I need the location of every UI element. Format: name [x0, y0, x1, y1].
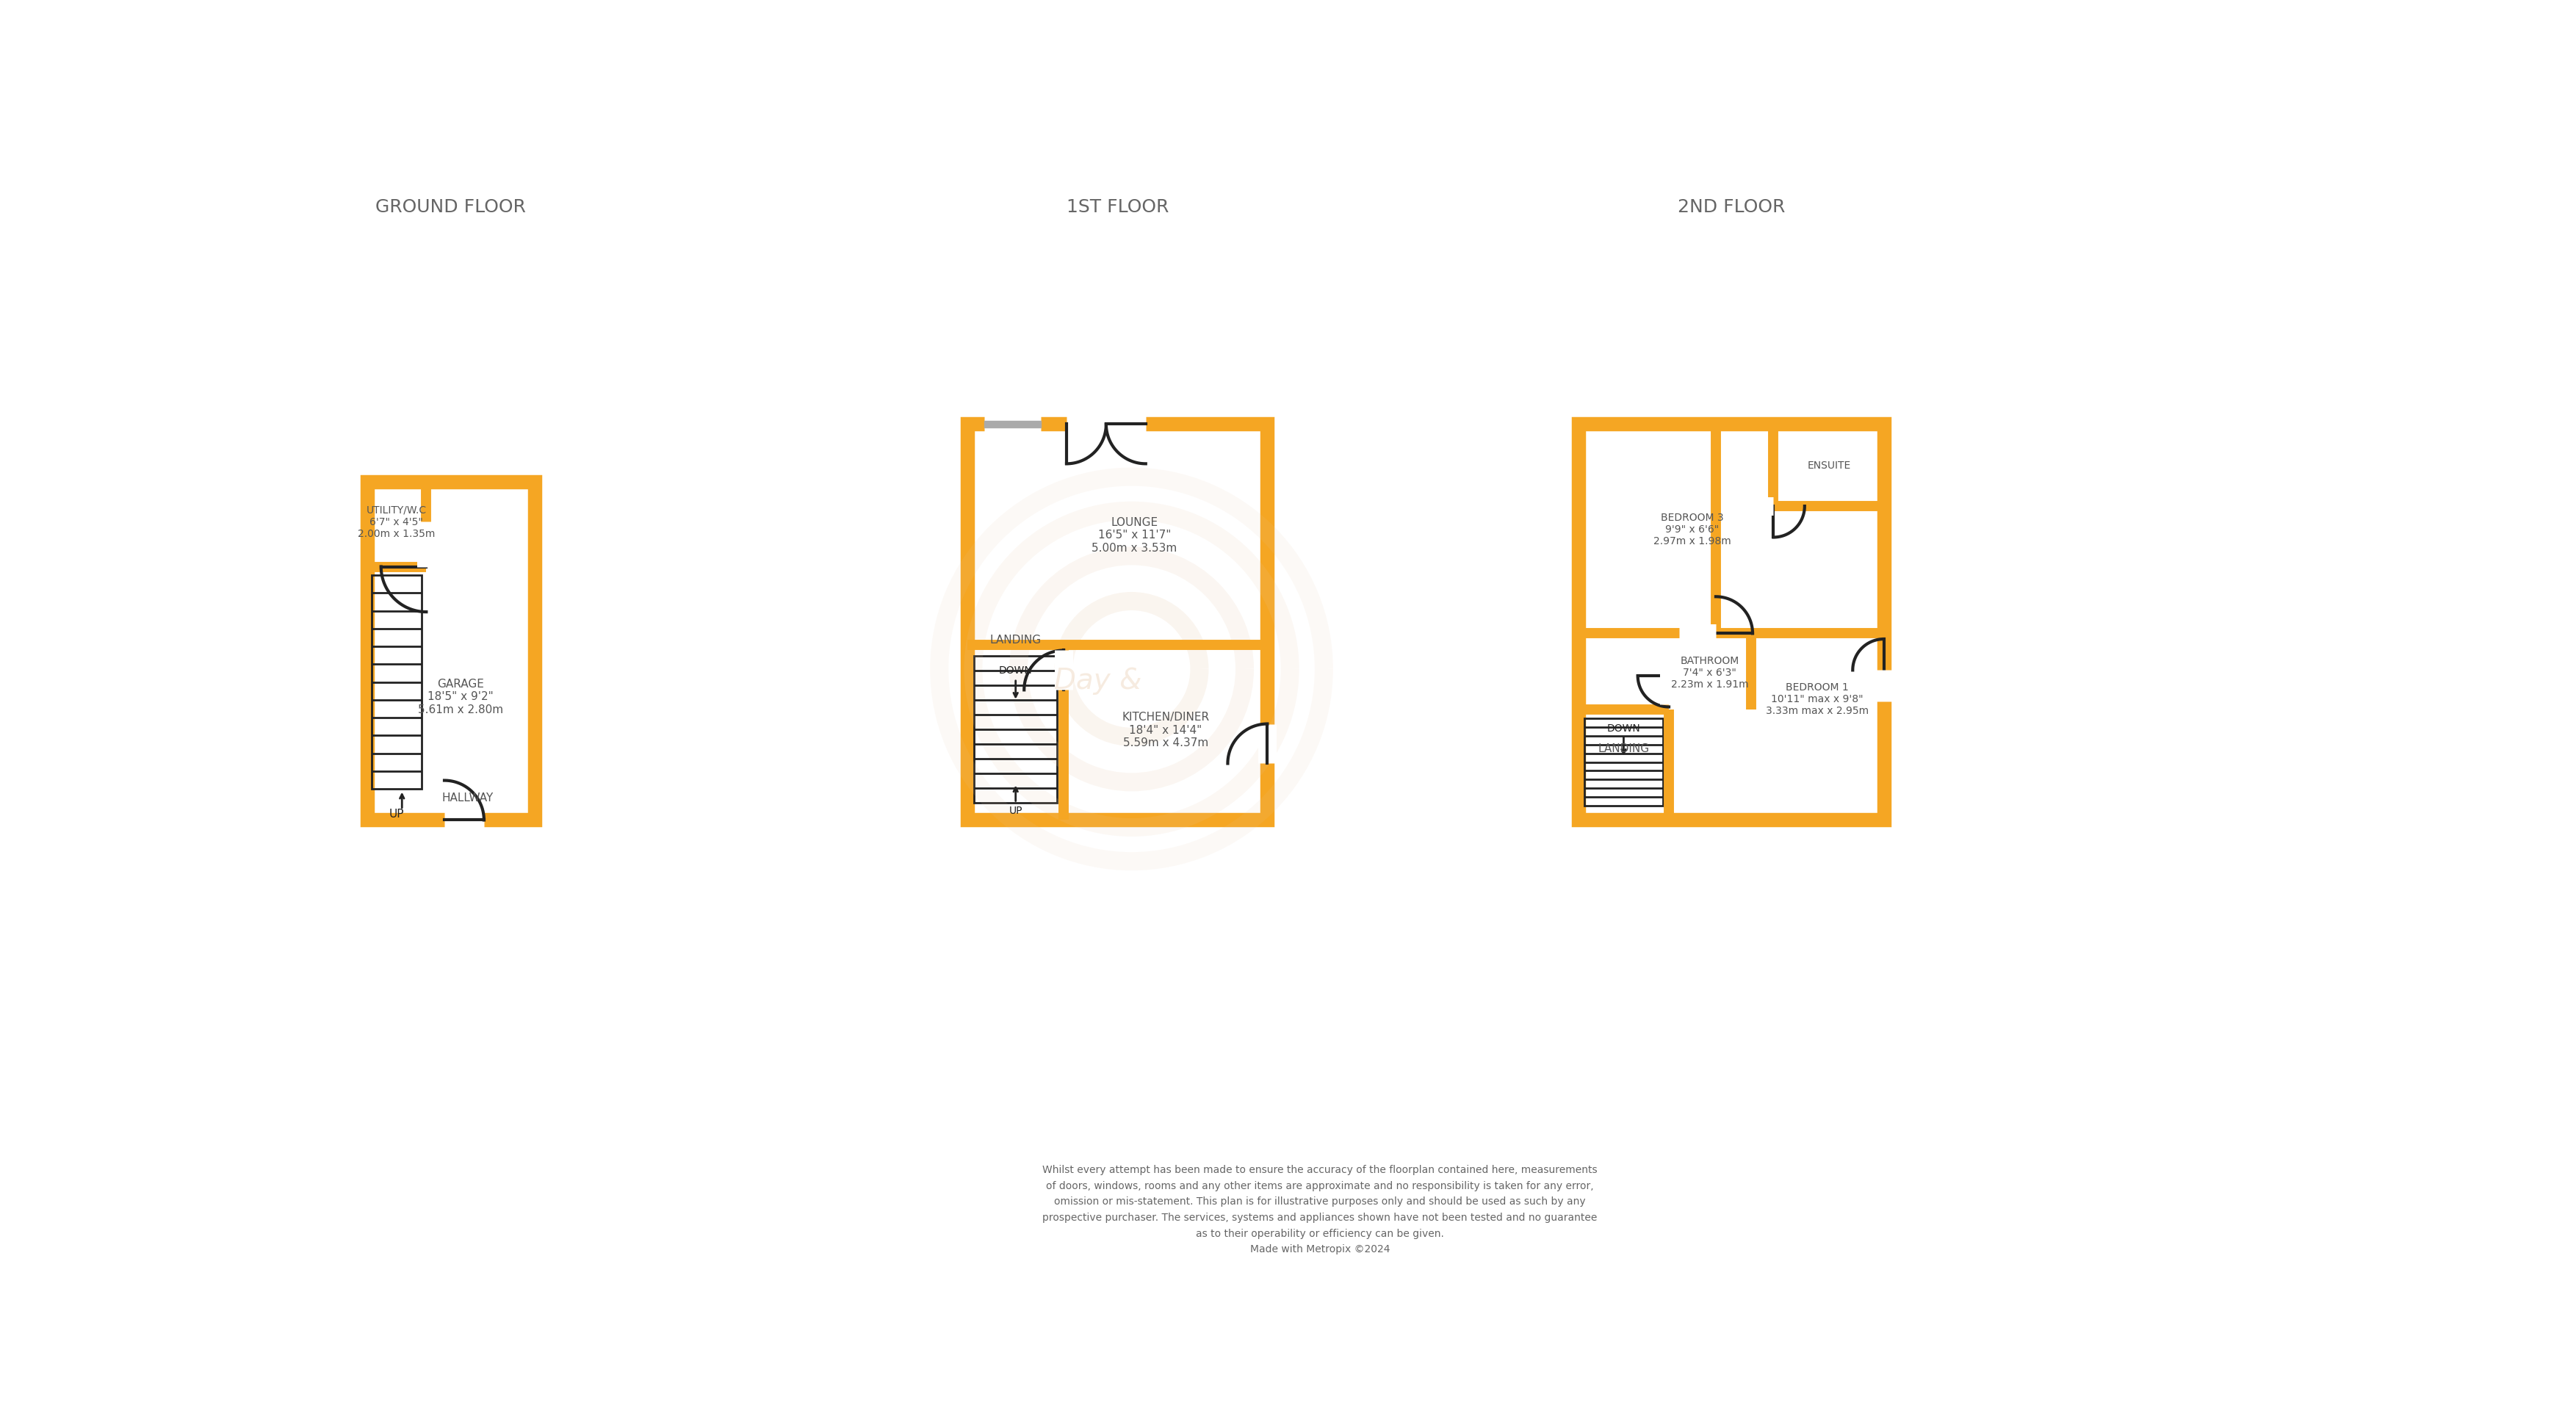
Text: BEDROOM 3
9'9" x 6'6"
2.97m x 1.98m: BEDROOM 3 9'9" x 6'6" 2.97m x 1.98m — [1654, 512, 1731, 546]
Bar — [969, 424, 1267, 820]
Text: Day &: Day & — [1054, 667, 1141, 695]
Text: Whilst every attempt has been made to ensure the accuracy of the floorplan conta: Whilst every attempt has been made to en… — [1043, 1164, 1597, 1254]
Text: BATHROOM
7'4" x 6'3"
2.23m x 1.91m: BATHROOM 7'4" x 6'3" 2.23m x 1.91m — [1672, 656, 1749, 690]
Text: 2ND FLOOR: 2ND FLOOR — [1677, 199, 1785, 216]
Bar — [1579, 424, 1883, 820]
Text: GROUND FLOOR: GROUND FLOOR — [376, 199, 526, 216]
Text: UP: UP — [1010, 805, 1023, 816]
Text: DOWN: DOWN — [999, 666, 1033, 675]
Text: UP: UP — [389, 807, 404, 819]
Text: HALLWAY: HALLWAY — [440, 792, 495, 803]
Text: 1ST FLOOR: 1ST FLOOR — [1066, 199, 1170, 216]
Text: LOUNGE
16'5" x 11'7"
5.00m x 3.53m: LOUNGE 16'5" x 11'7" 5.00m x 3.53m — [1092, 517, 1177, 553]
Text: LANDING: LANDING — [989, 634, 1041, 646]
Text: LANDING: LANDING — [1597, 744, 1649, 753]
Bar — [366, 482, 536, 820]
Bar — [974, 657, 1056, 803]
Text: DOWN: DOWN — [1607, 724, 1641, 734]
Text: UTILITY/W.C
6'7" x 4'5"
2.00m x 1.35m: UTILITY/W.C 6'7" x 4'5" 2.00m x 1.35m — [358, 505, 435, 539]
Bar — [371, 576, 422, 789]
Bar — [984, 421, 1041, 429]
Bar — [1584, 718, 1664, 806]
Text: GARAGE
18'5" x 9'2"
5.61m x 2.80m: GARAGE 18'5" x 9'2" 5.61m x 2.80m — [417, 678, 502, 715]
Text: BEDROOM 1
10'11" max x 9'8"
3.33m max x 2.95m: BEDROOM 1 10'11" max x 9'8" 3.33m max x … — [1765, 681, 1868, 715]
Text: KITCHEN/DINER
18'4" x 14'4"
5.59m x 4.37m: KITCHEN/DINER 18'4" x 14'4" 5.59m x 4.37… — [1121, 711, 1208, 748]
Text: ENSUITE: ENSUITE — [1808, 460, 1850, 471]
